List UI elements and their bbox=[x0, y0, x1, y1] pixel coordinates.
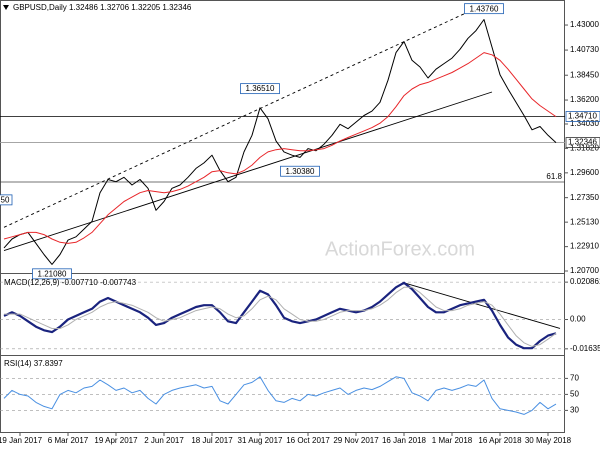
x-tick-label: 16 Oct 2017 bbox=[286, 436, 330, 445]
y-tick-label: 1.31820 bbox=[570, 143, 599, 152]
series-line bbox=[4, 286, 557, 347]
series-line bbox=[3, 19, 557, 265]
y-tick-label: 1.27350 bbox=[570, 193, 599, 202]
series-line bbox=[3, 281, 557, 350]
y-tick-label: 1.40730 bbox=[570, 45, 599, 54]
level-label-box bbox=[565, 111, 600, 122]
x-tick-label: 29 Nov 2017 bbox=[333, 436, 379, 445]
panel-title: MACD(12,26,9) -0.007710 -0.007743 bbox=[4, 278, 137, 287]
y-tick-label: 1.22910 bbox=[570, 242, 599, 251]
x-tick-label: 19 Jan 2017 bbox=[0, 436, 43, 445]
annotation-label: 1.21080 bbox=[38, 269, 67, 278]
annotation-label: 1.36510 bbox=[246, 84, 275, 93]
series-line bbox=[3, 52, 557, 244]
annotation-label: 50 bbox=[1, 195, 10, 204]
x-tick-label: 6 Mar 2017 bbox=[48, 436, 89, 445]
annotation-box bbox=[280, 165, 320, 177]
watermark: ActionForex.com bbox=[325, 238, 475, 260]
level-label: 1.32346 bbox=[568, 138, 597, 147]
y-tick-label: 1.29600 bbox=[570, 168, 599, 177]
y-tick-label: 0.020861 bbox=[570, 277, 600, 286]
trendline bbox=[3, 91, 493, 252]
y-tick-label: 1.34030 bbox=[570, 119, 599, 128]
annotation-box bbox=[464, 3, 504, 15]
y-tick-label: 1.43000 bbox=[570, 20, 599, 29]
level-label: 61.8 bbox=[546, 172, 562, 181]
annotation-label: 1.43760 bbox=[470, 4, 499, 13]
plot-frame bbox=[0, 0, 565, 433]
trendline bbox=[403, 282, 561, 329]
x-tick-label: 31 Aug 2017 bbox=[238, 436, 283, 445]
panel-title: RSI(14) 37.8397 bbox=[4, 359, 63, 368]
x-tick-label: 19 Apr 2017 bbox=[94, 436, 138, 445]
x-tick-label: 18 Jul 2017 bbox=[191, 436, 233, 445]
annotation-box bbox=[32, 268, 72, 280]
y-tick-label: 1.20700 bbox=[570, 266, 599, 275]
level-label: 1.34710 bbox=[568, 112, 597, 121]
x-tick-label: 16 Jan 2018 bbox=[382, 436, 427, 445]
y-tick-label: 1.36200 bbox=[570, 95, 599, 104]
y-tick-label: 1.25130 bbox=[570, 217, 599, 226]
x-tick-label: 30 May 2018 bbox=[525, 436, 572, 445]
x-tick-label: 1 Mar 2018 bbox=[432, 436, 473, 445]
symbol-icon bbox=[3, 5, 9, 10]
annotation-box bbox=[240, 83, 280, 95]
trendline bbox=[3, 11, 469, 228]
y-tick-label: -0.016357 bbox=[570, 344, 600, 353]
x-tick-label: 16 Apr 2018 bbox=[478, 436, 522, 445]
panel-title: GBPUSD,Daily 1.32486 1.32706 1.32205 1.3… bbox=[13, 3, 192, 12]
y-tick-label: 1.38450 bbox=[570, 70, 599, 79]
annotation-label: 1.30380 bbox=[286, 167, 315, 176]
y-tick-label: 0.00 bbox=[570, 315, 586, 324]
series-line bbox=[3, 376, 557, 415]
y-tick-label: 30 bbox=[570, 406, 579, 415]
level-label-box bbox=[565, 137, 600, 148]
y-tick-label: 50 bbox=[570, 390, 579, 399]
y-tick-label: 70 bbox=[570, 374, 579, 383]
x-tick-label: 2 Jun 2017 bbox=[144, 436, 184, 445]
annotation-box bbox=[0, 194, 13, 206]
